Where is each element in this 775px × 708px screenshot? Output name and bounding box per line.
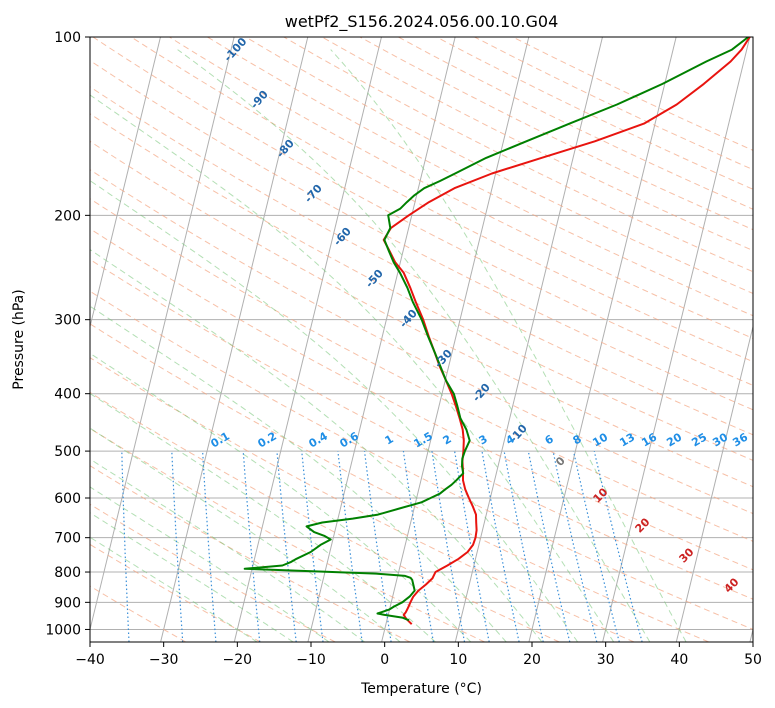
isotherm-gridline <box>381 37 530 642</box>
isotherm-gridline <box>749 627 753 642</box>
mixing-ratio-line <box>337 451 363 642</box>
moist-adiabat <box>90 458 365 642</box>
mixing-ratio-line <box>301 451 324 642</box>
dry-adiabat <box>92 37 753 386</box>
moist-adiabat <box>90 94 615 642</box>
y-tick-label: 900 <box>54 595 81 611</box>
dry-adiabat <box>90 86 753 436</box>
dry-adiabat <box>245 37 753 295</box>
dry-adiabat <box>169 37 753 339</box>
dry-adiabat <box>90 290 753 630</box>
x-tick-label: −30 <box>149 652 179 668</box>
dry-adiabat <box>436 37 753 190</box>
y-tick-label: 500 <box>54 444 81 460</box>
dry-adiabat <box>359 37 753 231</box>
dry-adiabat <box>474 37 753 171</box>
dry-adiabat <box>90 60 753 411</box>
moist-adiabat <box>90 427 401 642</box>
y-tick-label: 600 <box>54 491 81 507</box>
dry-adiabat <box>512 37 753 151</box>
moist-adiabat <box>177 49 651 642</box>
x-axis: −40 −30 −20 −10 0 10 20 30 40 50 <box>75 642 762 668</box>
moist-adiabat <box>90 249 543 642</box>
y-tick-label: 700 <box>54 531 81 547</box>
mixing-ratio-line <box>402 451 434 642</box>
y-axis-label: Pressure (hPa) <box>11 289 27 389</box>
y-tick-label: 300 <box>54 313 81 329</box>
x-tick-label: 0 <box>380 652 389 668</box>
plot-frame <box>89 36 754 643</box>
x-tick-label: −40 <box>75 652 105 668</box>
mixing-ratio-line <box>431 451 466 642</box>
isotherm-gridline <box>160 37 309 642</box>
dry-adiabat <box>207 37 753 317</box>
x-tick-label: −10 <box>296 652 326 668</box>
dry-adiabat <box>130 37 753 363</box>
y-tick-label: 1000 <box>45 622 81 638</box>
mixing-ratio-line <box>527 450 571 642</box>
dry-adiabat <box>90 113 753 461</box>
dry-adiabat <box>90 169 753 515</box>
dry-adiabat <box>321 37 753 252</box>
profile-lines <box>243 37 751 625</box>
dry-adiabat <box>283 37 753 273</box>
isotherm-gridline <box>233 37 382 642</box>
mixing-ratio-line <box>276 451 297 642</box>
chart-title: wetPf2_S156.2024.056.00.10.G04 <box>285 12 559 32</box>
x-tick-label: 30 <box>597 652 615 668</box>
dry-adiabat <box>90 258 753 600</box>
moist-adiabat <box>90 486 330 642</box>
y-tick-label: 100 <box>54 30 81 46</box>
x-tick-label: 10 <box>449 652 467 668</box>
dry-adiabat <box>90 140 753 488</box>
x-tick-label: −20 <box>223 652 253 668</box>
x-tick-label: 40 <box>670 652 688 668</box>
dewpoint-profile-line <box>243 37 749 622</box>
mixing-ratio-line <box>552 450 598 642</box>
isotherm-gridline <box>90 37 235 632</box>
isotherm-gridline <box>454 37 603 642</box>
mixing-ratio-line <box>593 450 643 642</box>
mixing-ratio-line <box>503 450 544 642</box>
temperature-profile-line <box>382 37 751 625</box>
y-tick-label: 800 <box>54 565 81 581</box>
y-tick-label: 200 <box>54 208 81 224</box>
mixing-ratio-line <box>481 450 520 642</box>
x-axis-label: Temperature (°C) <box>360 681 482 697</box>
moist-adiabat <box>330 49 687 642</box>
dry-adiabat <box>398 37 753 210</box>
x-tick-label: 20 <box>523 652 541 668</box>
isotherm-gridline <box>90 37 161 329</box>
dry-adiabat <box>90 391 560 642</box>
dry-adiabat <box>90 228 753 571</box>
mixing-ratio-line <box>572 450 620 642</box>
y-tick-label: 400 <box>54 387 81 403</box>
plot-background <box>90 37 753 642</box>
x-tick-label: 50 <box>744 652 762 668</box>
isotherm-gridline <box>675 324 753 642</box>
isotherm-gridline <box>528 37 677 642</box>
dry-adiabat <box>90 323 709 642</box>
y-axis: 100 200 300 400 500 600 700 800 900 1000 <box>45 30 90 638</box>
moist-adiabat <box>90 392 436 642</box>
